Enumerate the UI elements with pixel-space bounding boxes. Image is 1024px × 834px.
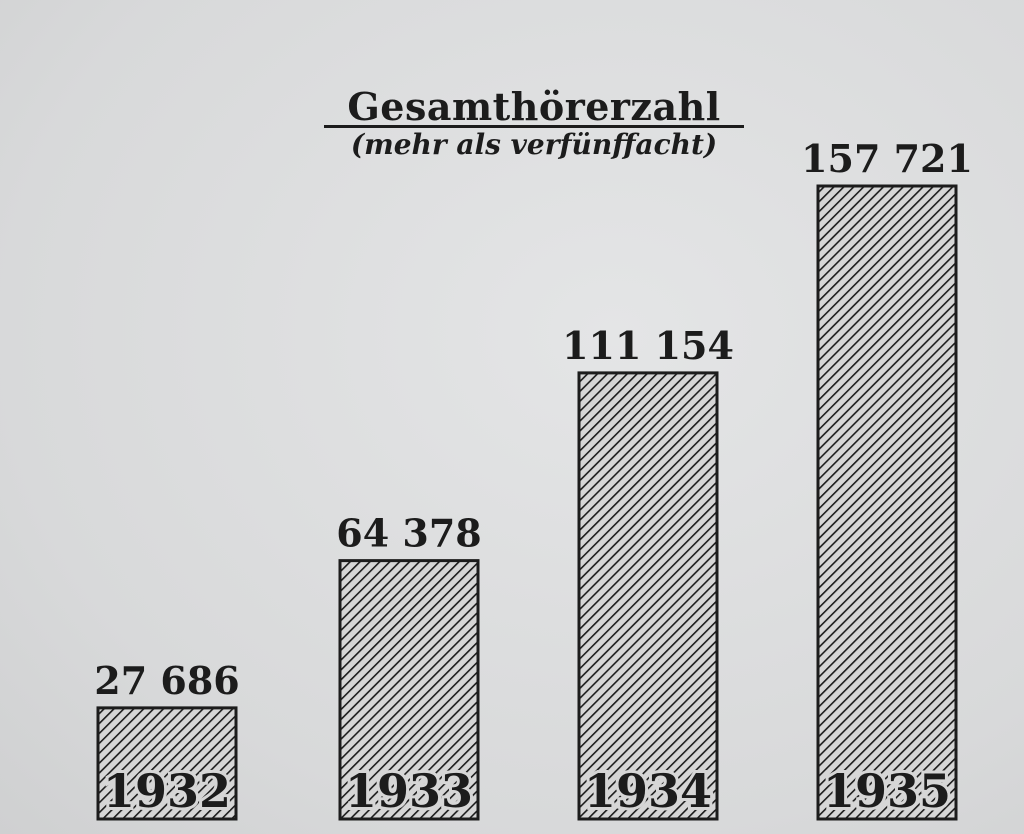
bars-layer: 27 686 1932 64 378 1933 111 154 1934 157 721 19… <box>94 136 973 821</box>
value-label-1932: 27 686 <box>94 658 239 703</box>
value-label-1933: 64 378 <box>336 511 481 556</box>
value-label-1935: 157 721 <box>801 136 973 181</box>
bar-1934 <box>577 371 719 821</box>
category-label-1935: 1935 <box>823 764 951 818</box>
title-underline <box>324 125 744 128</box>
category-label-1932: 1932 <box>103 764 231 818</box>
category-label-1934: 1934 <box>584 764 712 818</box>
value-label-1934: 111 154 <box>562 323 734 368</box>
bar-1933 <box>338 559 480 821</box>
category-label-1933: 1933 <box>345 764 473 818</box>
bar-1932 <box>96 706 238 821</box>
bar-1935 <box>816 184 958 821</box>
chart-title: Gesamthörerzahl <box>347 84 721 129</box>
chart-subtitle: (mehr als verfünffacht) <box>350 128 718 161</box>
